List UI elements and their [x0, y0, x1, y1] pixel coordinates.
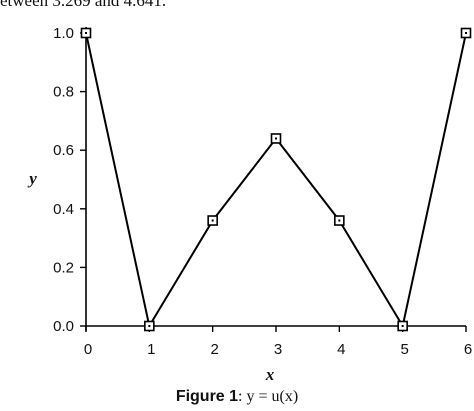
x-tick-label: 6 — [464, 341, 472, 358]
data-point — [207, 215, 218, 226]
truncated-body-text: etween 3.269 and 4.641. — [0, 0, 167, 10]
data-point — [144, 320, 155, 332]
figure-caption-text: : y = u(x) — [238, 388, 299, 405]
chart-ticks: 0 1 2 3 4 5 6 0.0 0.2 0.4 0.6 0.8 1.0 — [53, 25, 472, 358]
y-axis-title: y — [27, 169, 37, 188]
series-line — [85, 32, 467, 329]
chart-axes — [85, 27, 466, 331]
y-tick-label: 0.4 — [53, 201, 74, 218]
x-tick-label: 3 — [274, 341, 282, 358]
y-tick-label: 0.6 — [53, 142, 74, 159]
x-tick-label: 5 — [400, 341, 408, 358]
data-point — [397, 320, 408, 332]
x-tick-label: 1 — [147, 341, 155, 358]
y-tick-label: 0.0 — [53, 318, 74, 335]
x-tick-label: 0 — [84, 341, 92, 358]
chart-series — [80, 27, 472, 332]
data-point — [270, 133, 282, 144]
y-tick-label: 0.8 — [53, 84, 74, 101]
data-point — [334, 215, 345, 226]
figure-caption-label: Figure 1 — [175, 388, 239, 405]
x-axis-title: x — [265, 365, 275, 384]
x-tick-label: 2 — [210, 341, 218, 358]
y-tick-label: 0.2 — [53, 259, 74, 276]
y-tick-label: 1.0 — [53, 25, 74, 42]
data-point — [460, 27, 472, 39]
figure-caption: Figure 1: y = u(x) — [0, 388, 474, 406]
x-tick-label: 4 — [337, 341, 345, 358]
data-point — [80, 27, 92, 39]
